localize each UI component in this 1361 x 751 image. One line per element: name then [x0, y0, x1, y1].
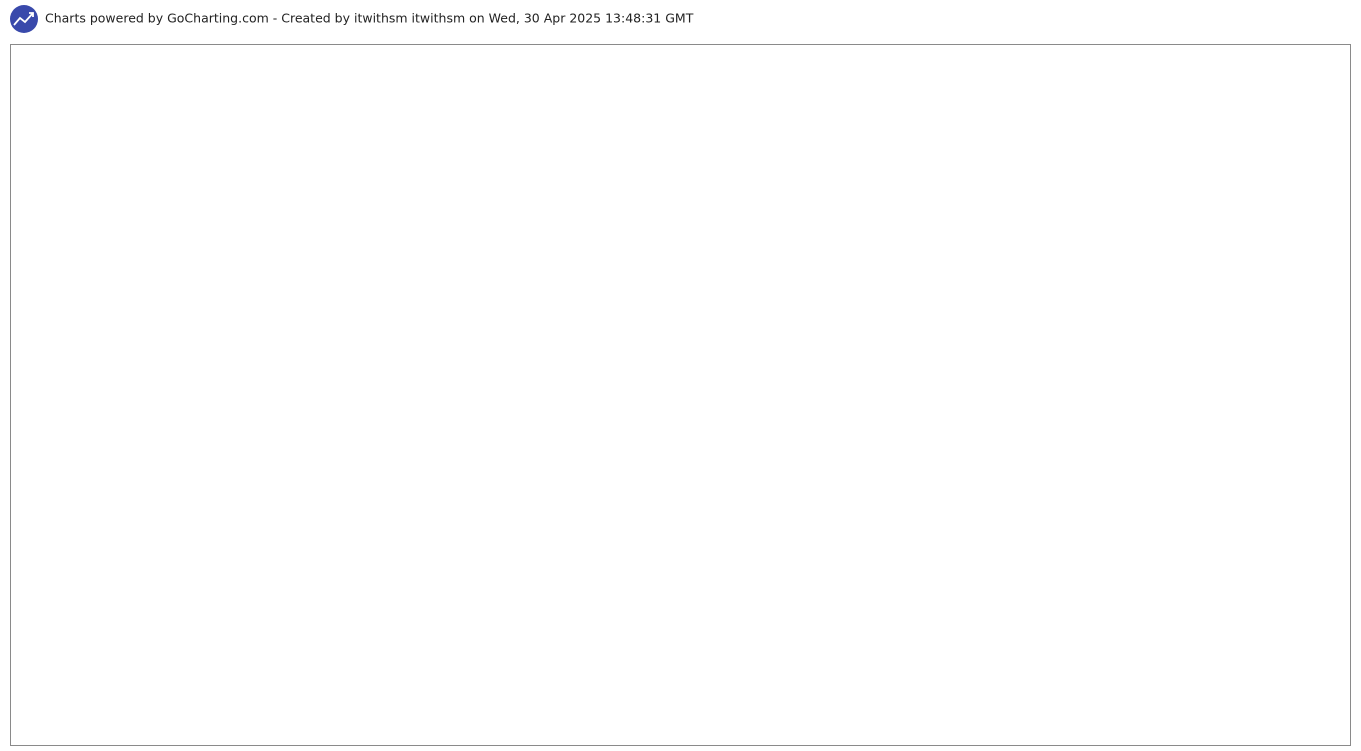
logo-icon	[29, 12, 34, 17]
logo-icon	[13, 12, 34, 26]
chart-frame	[10, 44, 1351, 746]
header-text: Charts powered by GoCharting.com - Creat…	[45, 11, 694, 26]
logo	[10, 5, 38, 33]
